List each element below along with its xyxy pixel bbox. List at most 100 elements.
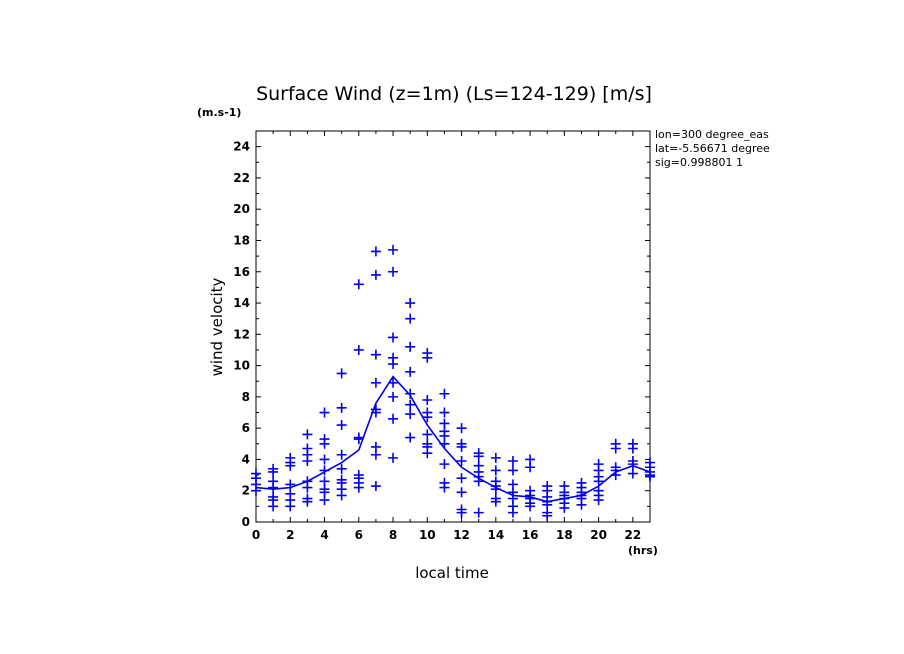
x-tick-label: 18 xyxy=(556,528,573,542)
x-tick-label: 8 xyxy=(389,528,397,542)
data-point xyxy=(319,454,330,465)
data-point xyxy=(370,481,381,492)
series-line xyxy=(255,375,651,503)
data-point xyxy=(439,438,450,449)
data-point xyxy=(388,413,399,424)
data-point xyxy=(388,452,399,463)
data-point xyxy=(353,344,364,355)
data-point xyxy=(370,349,381,360)
x-tick-label: 16 xyxy=(522,528,539,542)
data-point xyxy=(473,476,484,487)
data-point xyxy=(610,470,621,481)
info-clip xyxy=(780,128,782,178)
y-tick-label: 18 xyxy=(233,233,250,247)
data-point xyxy=(542,510,553,521)
data-point xyxy=(268,466,279,477)
data-point xyxy=(285,501,296,512)
data-point xyxy=(490,484,501,495)
data-marks xyxy=(251,244,655,521)
data-point xyxy=(456,473,467,484)
data-point xyxy=(388,391,399,402)
x-unit-label: (hrs) xyxy=(628,544,658,557)
y-tick-label: 24 xyxy=(233,140,250,154)
x-tick-label: 12 xyxy=(453,528,470,542)
data-point xyxy=(593,495,604,506)
info-block: lon=300 degree_eas lat=-5.56671 degree s… xyxy=(655,128,770,169)
data-point xyxy=(645,471,655,482)
y-tick-label: 10 xyxy=(233,359,250,373)
y-tick-label: 20 xyxy=(233,202,250,216)
data-point xyxy=(319,438,330,449)
data-point xyxy=(319,495,330,506)
data-point xyxy=(456,507,467,518)
data-point xyxy=(507,465,518,476)
info-sig: sig=0.998801 1 xyxy=(655,156,743,169)
x-tick-label: 4 xyxy=(320,528,328,542)
data-point xyxy=(302,482,313,493)
x-tick-label: 10 xyxy=(419,528,436,542)
data-point xyxy=(370,407,381,418)
info-lon: lon=300 degree_eas xyxy=(655,128,769,141)
data-point xyxy=(422,448,433,459)
data-point xyxy=(507,507,518,518)
data-point xyxy=(370,377,381,388)
data-point xyxy=(353,434,364,445)
data-point xyxy=(319,465,330,476)
y-tick-label: 2 xyxy=(242,484,250,498)
data-point xyxy=(405,388,416,399)
data-point xyxy=(456,441,467,452)
data-point xyxy=(576,499,587,510)
data-point xyxy=(268,482,279,493)
x-tick-label: 2 xyxy=(286,528,294,542)
data-point xyxy=(405,432,416,443)
x-tick-label: 0 xyxy=(252,528,260,542)
data-point xyxy=(422,352,433,363)
y-tick-label: 22 xyxy=(233,171,250,185)
data-point xyxy=(525,501,536,512)
y-tick-label: 8 xyxy=(242,390,250,404)
data-point xyxy=(490,496,501,507)
data-point xyxy=(336,368,347,379)
data-point xyxy=(336,463,347,474)
data-point xyxy=(473,451,484,462)
y-tick-label: 4 xyxy=(242,452,250,466)
data-point xyxy=(439,407,450,418)
data-point xyxy=(627,443,638,454)
data-point xyxy=(405,298,416,309)
data-point xyxy=(370,246,381,257)
data-point xyxy=(610,443,621,454)
data-point xyxy=(559,502,570,513)
x-tick-label: 6 xyxy=(355,528,363,542)
y-tick-label: 6 xyxy=(242,421,250,435)
data-point xyxy=(336,449,347,460)
data-point xyxy=(388,244,399,255)
data-point xyxy=(285,460,296,471)
data-point xyxy=(473,507,484,518)
data-point xyxy=(456,487,467,498)
data-point xyxy=(439,482,450,493)
data-point xyxy=(336,420,347,431)
chart-title: Surface Wind (z=1m) (Ls=124-129) [m/s] xyxy=(256,83,652,105)
data-point xyxy=(456,456,467,467)
data-point xyxy=(388,359,399,370)
data-point xyxy=(490,452,501,463)
data-point xyxy=(268,501,279,512)
data-point xyxy=(490,465,501,476)
x-axis-label: local time xyxy=(415,564,489,582)
data-point xyxy=(353,279,364,290)
x-tick-label: 20 xyxy=(590,528,607,542)
data-point xyxy=(251,485,261,496)
data-point xyxy=(405,366,416,377)
data-point xyxy=(405,341,416,352)
y-tick-label: 0 xyxy=(242,515,250,529)
x-tick-label: 14 xyxy=(487,528,504,542)
data-point xyxy=(507,456,518,467)
data-point xyxy=(388,266,399,277)
data-point xyxy=(627,459,638,470)
info-lat: lat=-5.56671 degree xyxy=(655,142,770,155)
data-point xyxy=(388,332,399,343)
data-point xyxy=(439,388,450,399)
y-tick-label: 14 xyxy=(233,296,250,310)
